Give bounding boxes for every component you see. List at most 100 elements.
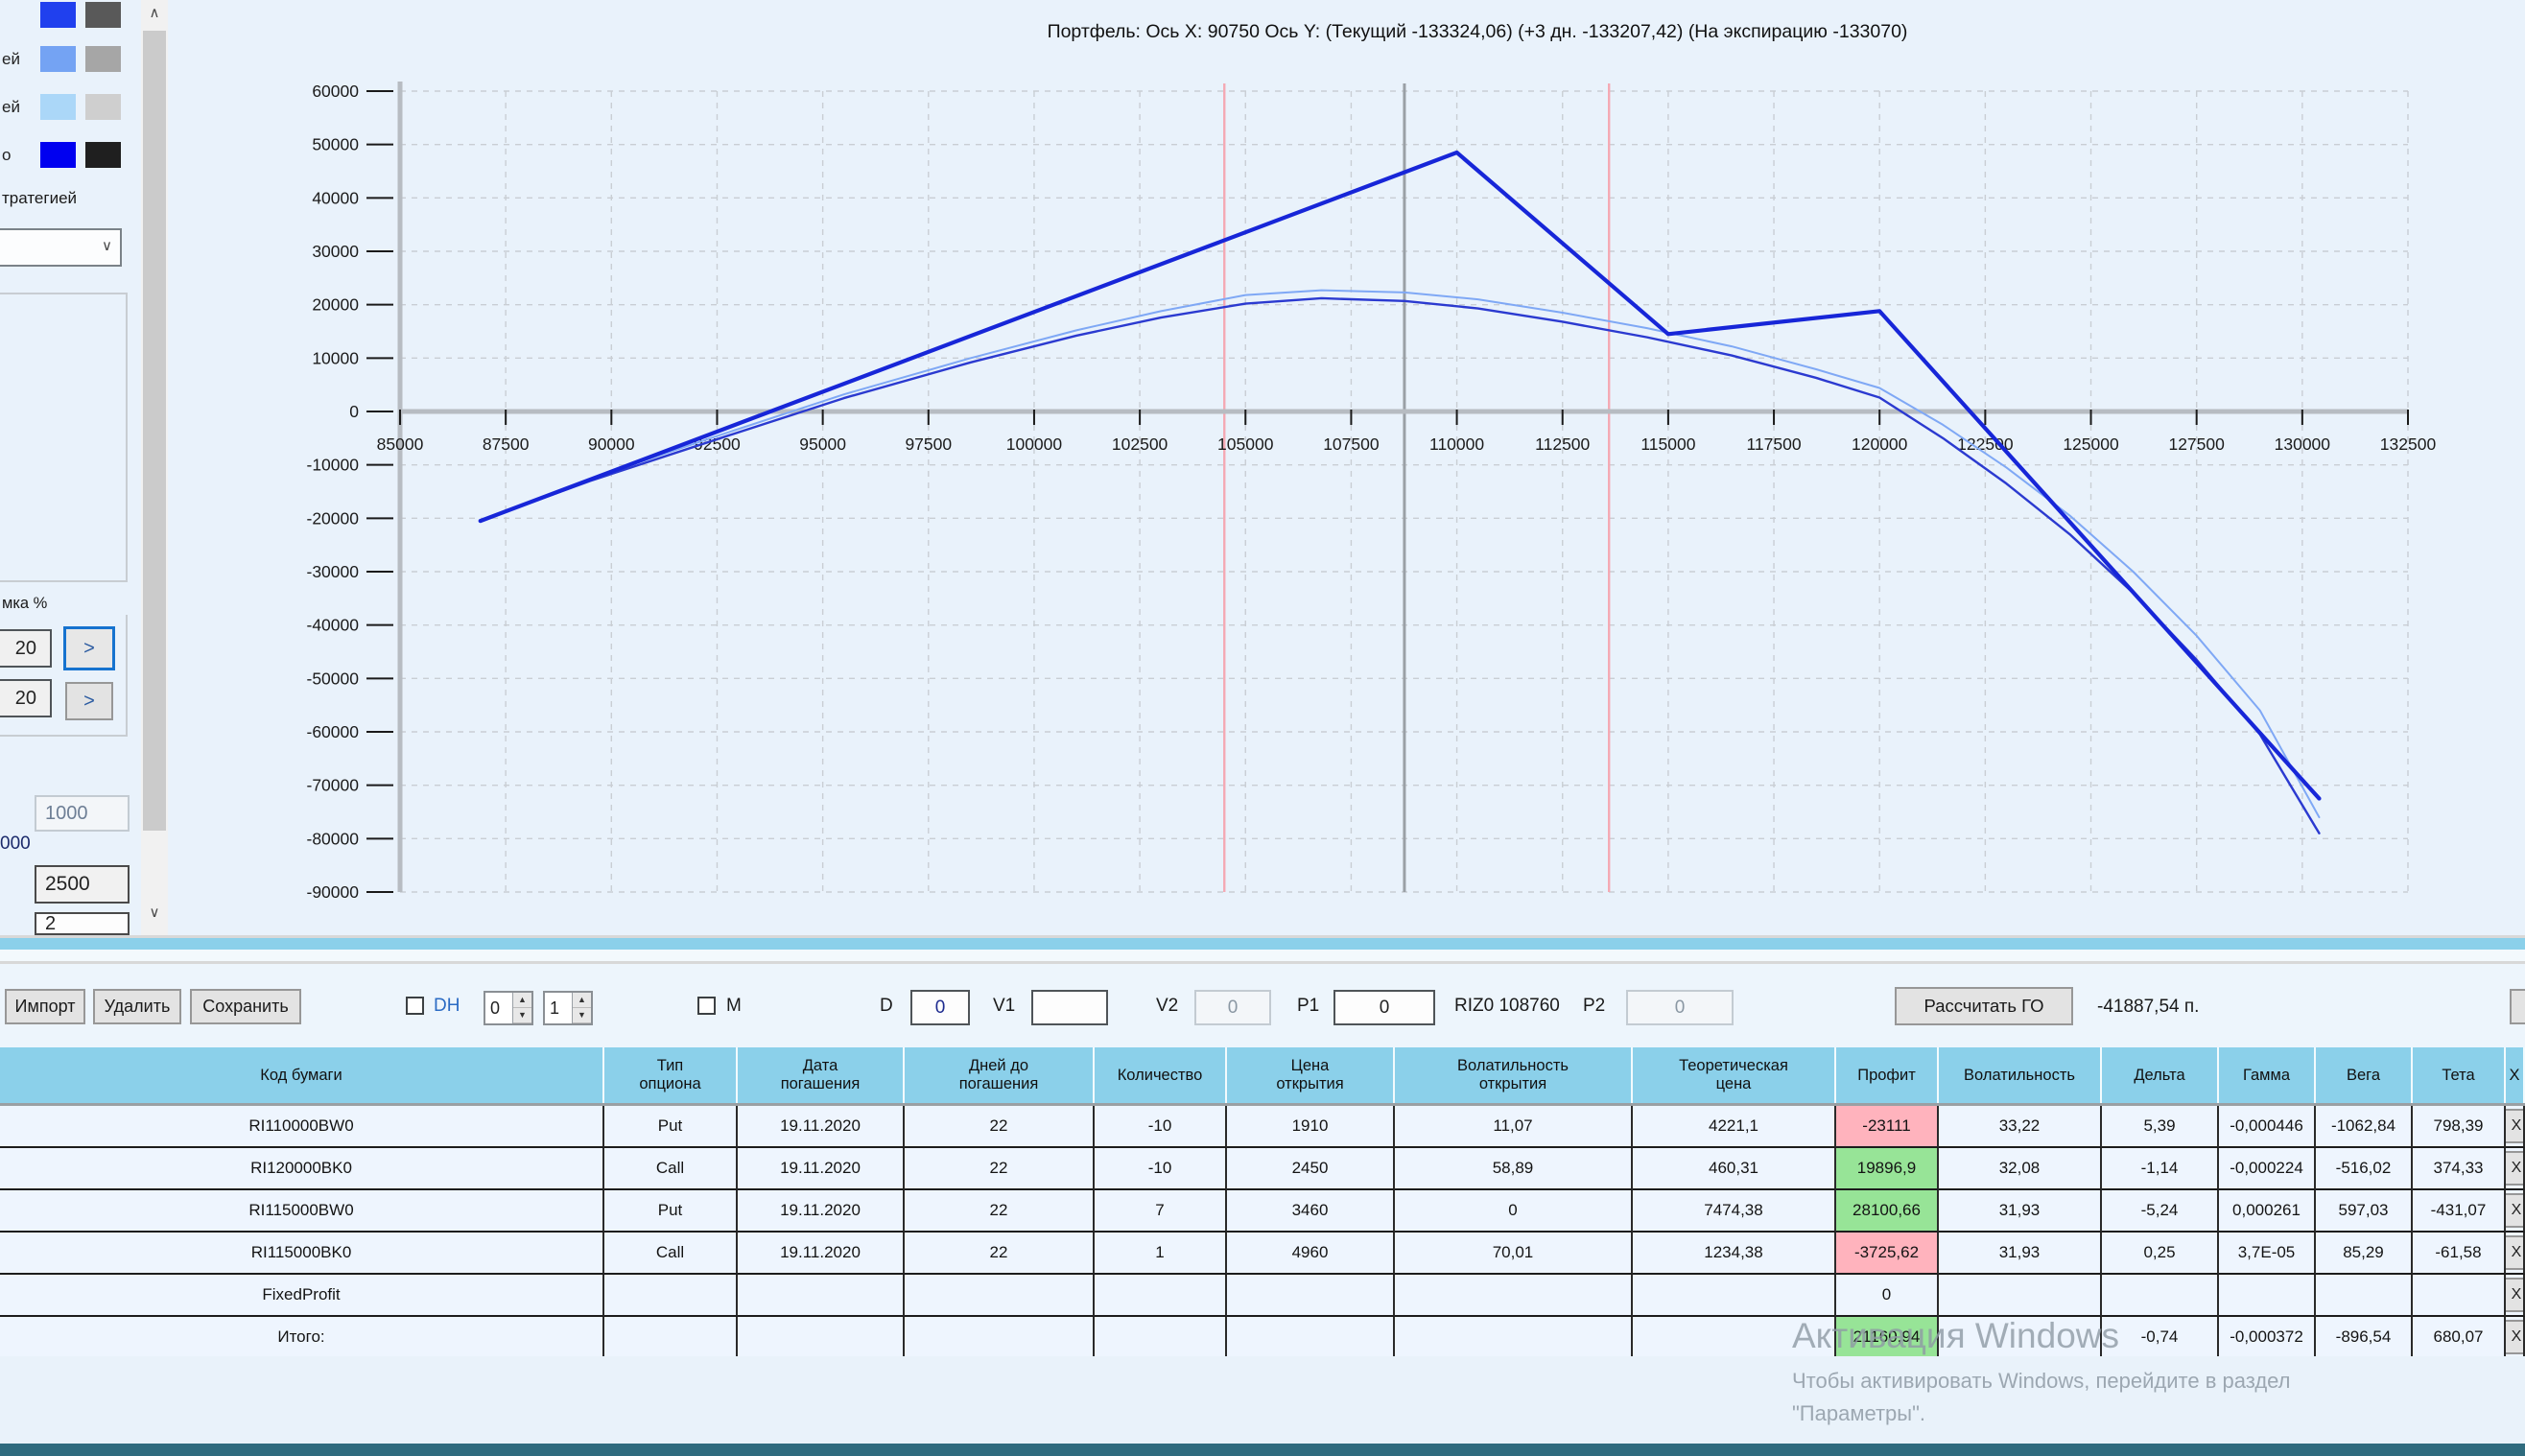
table-cell [2413, 1275, 2506, 1317]
scrollbar-down-button[interactable]: ∨ [141, 900, 168, 928]
row-remove-button[interactable]: Х [2506, 1109, 2523, 1143]
column-header[interactable]: Дата погашения [738, 1047, 905, 1103]
chevron-down-icon: ∨ [102, 238, 112, 254]
column-header[interactable]: Гамма [2219, 1047, 2316, 1103]
row-remove-button[interactable]: Х [2506, 1193, 2523, 1228]
table-cell: 0 [1395, 1190, 1633, 1233]
sidebar-input-partial[interactable] [35, 912, 130, 935]
table-row: Итого: 21160,94 -0,74 -0,000372 -896,54 680,0… [0, 1317, 2525, 1362]
dh-spinner-1-input[interactable] [485, 993, 512, 1023]
strategy-combobox[interactable]: ∨ [0, 228, 122, 267]
table-cell: 33,22 [1939, 1106, 2102, 1148]
table-cell: -1062,84 [2316, 1106, 2413, 1148]
column-header[interactable]: Вега [2316, 1047, 2413, 1103]
legend-swatch-secondary[interactable] [85, 46, 121, 72]
column-header[interactable]: Волатильность [1939, 1047, 2102, 1103]
x-tick-label: 125000 [2063, 434, 2119, 454]
row-remove-button[interactable]: Х [2506, 1320, 2523, 1354]
cut-button-right-edge[interactable] [2510, 989, 2525, 1024]
dh-spinner-1-down-icon[interactable]: ▼ [513, 1008, 531, 1023]
shift1-input[interactable] [0, 629, 52, 668]
scrollbar-thumb[interactable] [143, 31, 166, 831]
table-cell: 0,000261 [2219, 1190, 2316, 1233]
table-cell [1095, 1317, 1227, 1359]
table-row: FixedProfit 0 Х [0, 1275, 2525, 1317]
legend-swatch-primary[interactable] [40, 2, 76, 28]
column-header[interactable]: Дней до погашения [905, 1047, 1095, 1103]
table-cell: 31,93 [1939, 1233, 2102, 1275]
shift1-apply-button[interactable]: > [63, 626, 115, 670]
v1-input[interactable] [1031, 990, 1108, 1025]
scrollbar-up-button[interactable]: ∧ [141, 0, 168, 29]
table-cell: -896,54 [2316, 1317, 2413, 1359]
sidebar-scrollbar[interactable]: ∧ ∨ [141, 0, 168, 935]
table-cell: -0,000446 [2219, 1106, 2316, 1148]
shift2-apply-button[interactable]: > [65, 682, 113, 720]
legend-swatch-secondary[interactable] [85, 94, 121, 120]
table-cell: 85,29 [2316, 1233, 2413, 1275]
table-cell [1395, 1275, 1633, 1317]
column-header[interactable]: Дельта [2102, 1047, 2219, 1103]
shift-group-label: мка % [2, 595, 48, 612]
dh-spinner-2-down-icon[interactable]: ▼ [573, 1008, 591, 1023]
column-header[interactable]: Профит [1836, 1047, 1939, 1103]
table-cell: 2450 [1227, 1148, 1395, 1190]
separator-line-bottom [0, 961, 2525, 964]
table-cell [905, 1317, 1095, 1359]
d-input[interactable] [910, 990, 970, 1025]
v1-label: V1 [993, 996, 1016, 1016]
column-header[interactable]: Х [2506, 1047, 2525, 1103]
separator-light [0, 950, 2525, 961]
d-label: D [880, 996, 893, 1016]
table-cell: 0,25 [2102, 1233, 2219, 1275]
column-header[interactable]: Код бумаги [0, 1047, 604, 1103]
sidebar-input-2500[interactable] [35, 865, 130, 904]
table-cell [738, 1317, 905, 1359]
y-tick-label: -90000 [307, 882, 360, 902]
y-tick-label: -70000 [307, 776, 360, 795]
import-button[interactable]: Импорт [5, 989, 85, 1024]
y-tick-label: 50000 [312, 135, 359, 154]
legend-swatch-secondary[interactable] [85, 142, 121, 168]
sidebar-groupbox [0, 293, 128, 582]
column-header[interactable]: Тип опциона [604, 1047, 738, 1103]
instrument-label: RIZ0 108760 [1454, 996, 1560, 1016]
table-cell: 1 [1095, 1233, 1227, 1275]
legend-swatch-primary[interactable] [40, 142, 76, 168]
table-cell [604, 1275, 738, 1317]
dh-spinner-2-up-icon[interactable]: ▲ [573, 993, 591, 1008]
legend-swatch-primary[interactable] [40, 94, 76, 120]
legend-row-label: ей [2, 50, 20, 68]
v2-input[interactable] [1194, 990, 1271, 1025]
table-row: RI110000BW0 Put 19.11.2020 22 -10 1910 11,07 42… [0, 1106, 2525, 1148]
calc-go-button[interactable]: Рассчитать ГО [1895, 987, 2073, 1025]
p2-input[interactable] [1626, 990, 1734, 1025]
delete-button[interactable]: Удалить [93, 989, 181, 1024]
column-header[interactable]: Теоретическая цена [1633, 1047, 1836, 1103]
x-tick-label: 87500 [483, 434, 530, 454]
row-remove-button[interactable]: Х [2506, 1278, 2523, 1312]
strategy-label: тратегией [2, 189, 78, 207]
row-remove-button[interactable]: Х [2506, 1151, 2523, 1186]
dh-spinner-2-input[interactable] [545, 993, 572, 1023]
row-remove-button[interactable]: Х [2506, 1235, 2523, 1270]
column-header[interactable]: Тета [2413, 1047, 2506, 1103]
p1-input[interactable] [1333, 990, 1435, 1025]
column-header[interactable]: Количество [1095, 1047, 1227, 1103]
table-cell: 22 [905, 1106, 1095, 1148]
save-button[interactable]: Сохранить [190, 989, 301, 1024]
dh-spinner-1-up-icon[interactable]: ▲ [513, 993, 531, 1008]
dh-checkbox[interactable] [406, 997, 424, 1015]
legend-row-label: о [2, 146, 12, 164]
dh-spinner-2: ▲ ▼ [543, 991, 593, 1025]
column-header[interactable]: Цена открытия [1227, 1047, 1395, 1103]
table-cell: 460,31 [1633, 1148, 1836, 1190]
legend-swatch-primary[interactable] [40, 46, 76, 72]
sidebar-input-1000[interactable] [35, 795, 130, 832]
column-header[interactable]: Волатильность открытия [1395, 1047, 1633, 1103]
sidebar-label-000: 000 [0, 834, 31, 854]
legend-swatch-secondary[interactable] [85, 2, 121, 28]
m-checkbox[interactable] [697, 997, 716, 1015]
table-cell: -431,07 [2413, 1190, 2506, 1233]
shift2-input[interactable] [0, 679, 52, 717]
